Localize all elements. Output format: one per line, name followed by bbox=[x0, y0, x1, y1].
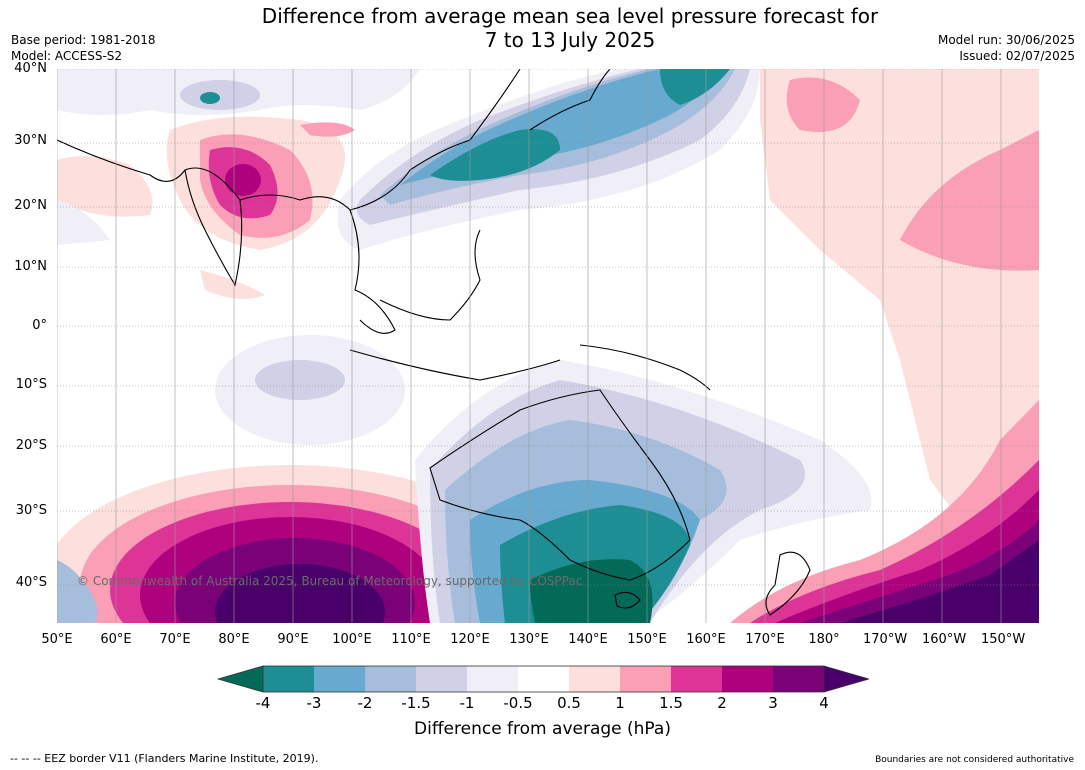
longitude-label: 50°E bbox=[41, 632, 73, 647]
longitude-label: 180° bbox=[808, 632, 840, 647]
colorbar-tick-label: -1.5 bbox=[401, 694, 431, 712]
copyright-notice: © Commonwealth of Australia 2025, Bureau… bbox=[77, 574, 583, 588]
colorbar-segment bbox=[467, 666, 518, 692]
colorbar-tick-label: 4 bbox=[819, 694, 829, 712]
longitude-label: 90°E bbox=[277, 632, 309, 647]
longitude-label: 140°E bbox=[568, 632, 608, 647]
colorbar-tick-label: 3 bbox=[768, 694, 778, 712]
boundaries-disclaimer: Boundaries are not considered authoritat… bbox=[875, 755, 1074, 765]
latitude-label: 40°S bbox=[15, 575, 47, 590]
longitude-label: 100°E bbox=[332, 632, 372, 647]
anomaly-contours bbox=[57, 69, 1039, 623]
colorbar-segment bbox=[314, 666, 365, 692]
longitude-label: 150°W bbox=[981, 632, 1026, 647]
colorbar-segment bbox=[365, 666, 416, 692]
colorbar-segment bbox=[722, 666, 773, 692]
latitude-label: 20°S bbox=[15, 438, 47, 453]
eez-note: -- -- -- EEZ border V11 (Flanders Marine… bbox=[10, 752, 319, 765]
model-run: Model run: 30/06/2025 bbox=[937, 33, 1075, 47]
colorbar-tick-label: 2 bbox=[717, 694, 727, 712]
model-name: Model: ACCESS-S2 bbox=[11, 49, 123, 63]
longitude-label: 110°E bbox=[391, 632, 431, 647]
longitude-label: 170°E bbox=[745, 632, 785, 647]
latitude-label: 30°N bbox=[14, 133, 47, 148]
colorbar-segment bbox=[416, 666, 467, 692]
colorbar-segment bbox=[671, 666, 722, 692]
colorbar-extend-low bbox=[217, 665, 264, 693]
run-info: Model run: 30/06/2025 Issued: 02/07/2025 bbox=[938, 32, 1075, 64]
colorbar-tick-label: 1.5 bbox=[659, 694, 683, 712]
colorbar-tick-label: -0.5 bbox=[503, 694, 533, 712]
colorbar-tick-label: -4 bbox=[255, 694, 271, 712]
colorbar-tick-label: -1 bbox=[459, 694, 475, 712]
issued-date: Issued: 02/07/2025 bbox=[959, 49, 1075, 63]
colorbar-label: Difference from average (hPa) bbox=[414, 719, 671, 739]
model-info: Base period: 1981-2018 Model: ACCESS-S2 bbox=[11, 32, 156, 64]
longitude-label: 70°E bbox=[159, 632, 191, 647]
colorbar-outline bbox=[262, 665, 825, 693]
latitude-label: 10°S bbox=[15, 377, 47, 392]
colorbar-segment bbox=[773, 666, 824, 692]
map-title: Difference from average mean sea level p… bbox=[230, 4, 910, 52]
base-period: Base period: 1981-2018 bbox=[11, 33, 156, 47]
latitude-label: 0° bbox=[32, 318, 47, 333]
colorbar-tick-label: -3 bbox=[306, 694, 322, 712]
latitude-label: 30°S bbox=[15, 503, 47, 518]
colorbar-segment bbox=[518, 666, 569, 692]
longitude-label: 120°E bbox=[450, 632, 490, 647]
longitude-label: 160°E bbox=[686, 632, 726, 647]
longitude-label: 160°W bbox=[922, 632, 967, 647]
title-line-2: 7 to 13 July 2025 bbox=[484, 28, 656, 52]
colorbar-tick-label: 0.5 bbox=[557, 694, 581, 712]
longitude-label: 170°W bbox=[863, 632, 908, 647]
colorbar bbox=[217, 665, 869, 693]
colorbar-extend-high bbox=[823, 665, 869, 693]
colorbar-tick-label: -2 bbox=[357, 694, 373, 712]
longitude-label: 80°E bbox=[218, 632, 250, 647]
latitude-label: 40°N bbox=[14, 61, 47, 76]
longitude-label: 150°E bbox=[627, 632, 667, 647]
colorbar-tick-label: 1 bbox=[615, 694, 625, 712]
title-line-1: Difference from average mean sea level p… bbox=[261, 4, 879, 28]
colorbar-segment bbox=[620, 666, 671, 692]
meridians bbox=[57, 69, 1002, 623]
colorbar-segment bbox=[263, 666, 314, 692]
coastlines bbox=[57, 69, 811, 616]
latitude-label: 10°N bbox=[14, 259, 47, 274]
latitude-label: 20°N bbox=[14, 198, 47, 213]
colorbar-segment bbox=[569, 666, 620, 692]
longitude-label: 130°E bbox=[509, 632, 549, 647]
longitude-label: 60°E bbox=[100, 632, 132, 647]
